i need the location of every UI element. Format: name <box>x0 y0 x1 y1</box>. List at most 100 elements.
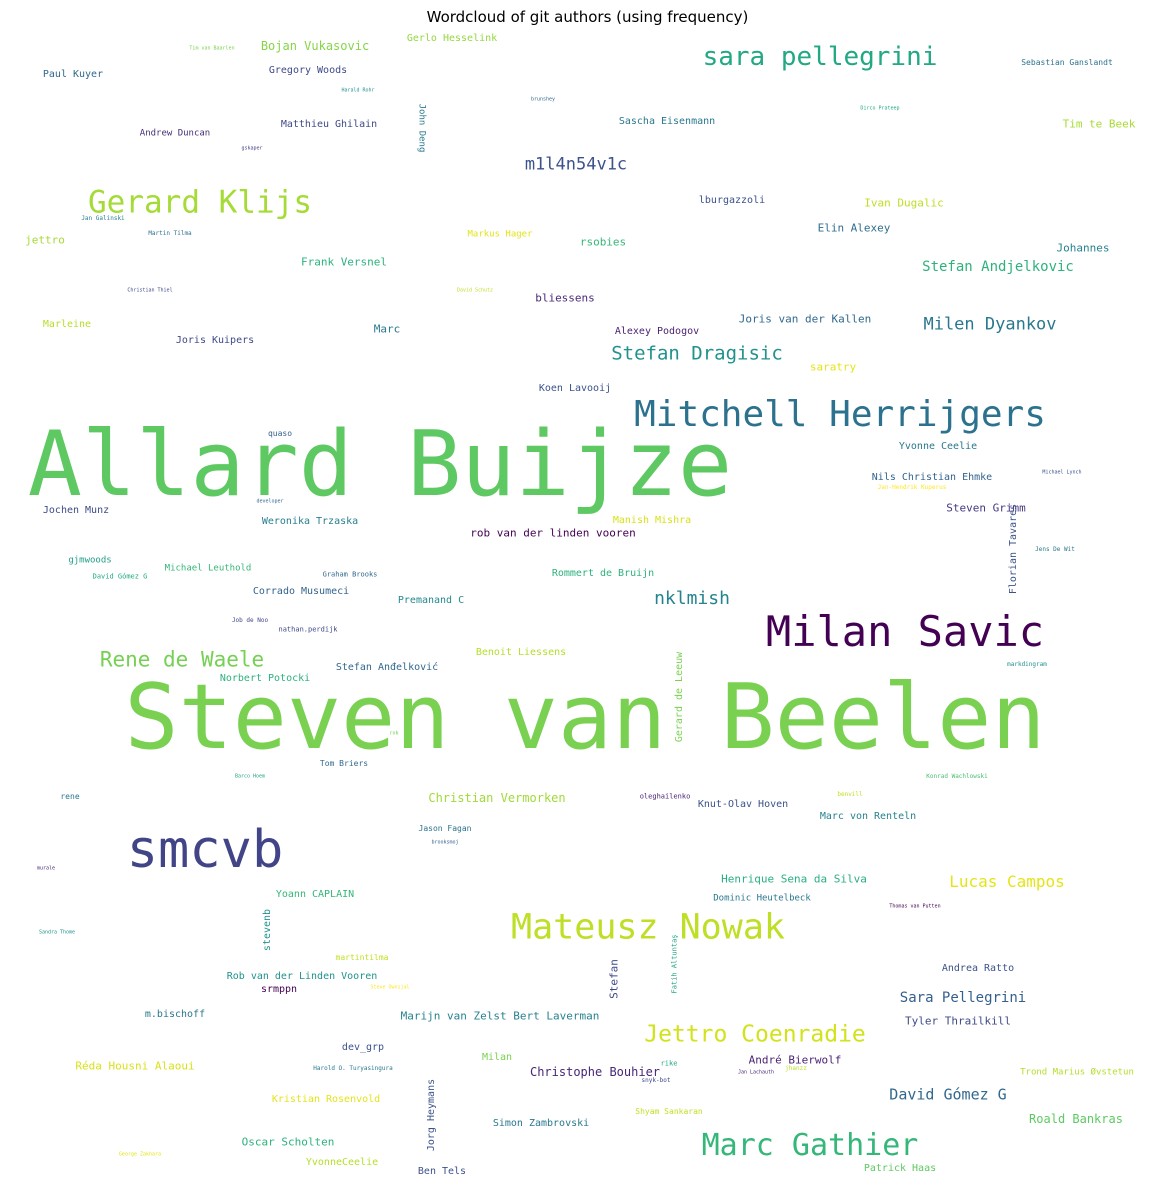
cloud-word: Rob van der Linden Vooren <box>226 971 378 982</box>
cloud-word: Gerard Klijs <box>88 184 312 221</box>
cloud-word: Jettro Coenradie <box>644 1021 866 1048</box>
cloud-word: Milen Dyankov <box>923 314 1057 335</box>
cloud-word: gjmwoods <box>68 555 112 566</box>
cloud-word: Martin Tilma <box>148 230 192 237</box>
cloud-word: YvonneCeelie <box>305 1157 379 1168</box>
cloud-word: Tyler Thrailkill <box>905 1014 1011 1028</box>
cloud-word: Ben Tels <box>417 1166 467 1177</box>
cloud-word: Simon Zambrovski <box>492 1118 590 1129</box>
cloud-word: Alexey Podogov <box>614 326 700 337</box>
cloud-word: Nils Christian Ehmke <box>871 472 993 483</box>
cloud-word: Joris Kuipers <box>175 335 255 346</box>
cloud-word: Sara Pellegrini <box>899 990 1027 1006</box>
cloud-word: Milan Savic <box>765 607 1045 656</box>
cloud-word: Tim te Beek <box>1062 117 1136 131</box>
cloud-word: David Schutz <box>456 287 494 294</box>
cloud-word: Mateusz Nowak <box>511 907 785 948</box>
cloud-word: Knut-Olav Hoven <box>697 799 789 810</box>
cloud-word: Matthieu Ghilain <box>280 119 378 130</box>
cloud-word: Sandra Thome <box>38 929 76 936</box>
cloud-word: m.bischoff <box>144 1009 206 1020</box>
cloud-word: saratry <box>809 360 857 374</box>
cloud-word: Koen Lavooij <box>538 383 612 394</box>
cloud-word: rob van der linden vooren <box>470 526 636 540</box>
cloud-word: Andrew Duncan <box>139 128 211 139</box>
cloud-word: Sascha Eisenmann <box>618 116 716 127</box>
cloud-word: Rommert de Bruijn <box>551 568 655 579</box>
cloud-word: Henrique Sena da Silva <box>721 872 867 886</box>
cloud-word: markdingram <box>1007 661 1047 668</box>
cloud-word: Steve Ownsjal <box>370 984 410 991</box>
cloud-word: Gerlo Hesselink <box>406 33 498 44</box>
cloud-word: Michael Lynch <box>1042 469 1082 476</box>
cloud-word: sara pellegrini <box>702 42 938 72</box>
cloud-word: smcvb <box>126 820 284 880</box>
cloud-word: benvill <box>837 791 863 798</box>
cloud-word: Joris van der Kallen <box>738 312 872 326</box>
cloud-word: murale <box>36 865 56 872</box>
cloud-word: Markus Hager <box>467 229 533 240</box>
cloud-word: Oscar Scholten <box>241 1135 335 1149</box>
cloud-word: Elin Alexey <box>817 221 891 235</box>
cloud-word: Benoit Liessens <box>475 647 567 658</box>
cloud-word: David Gómez G <box>889 1085 1007 1104</box>
cloud-word: Gerard de Leeuw <box>674 651 685 743</box>
cloud-word: Marleine <box>42 319 92 330</box>
cloud-word: developer <box>256 498 284 505</box>
cloud-word: martintilma <box>335 953 389 962</box>
cloud-word: Yoann CAPLAIN <box>275 889 355 900</box>
cloud-word: Thomas van Putten <box>889 903 941 910</box>
cloud-word: Michael Leuthold <box>164 563 252 574</box>
cloud-word: rsobies <box>579 235 627 249</box>
cloud-word: Dirco Prateep <box>860 105 900 112</box>
cloud-word: Tim van Baarlen <box>189 45 235 52</box>
cloud-word: Stefan <box>607 959 621 999</box>
cloud-word: Gregory Woods <box>268 65 348 76</box>
cloud-word: André Bierwolf <box>748 1053 842 1067</box>
cloud-word: Johannes <box>1056 241 1110 255</box>
cloud-word: Christophe Bouhier <box>529 1065 661 1079</box>
cloud-word: jhanzz <box>785 1065 807 1072</box>
cloud-word: Milan <box>481 1052 513 1063</box>
cloud-word: Marc von Renteln <box>819 811 917 822</box>
cloud-word: Jorg Heymans <box>426 1078 437 1152</box>
cloud-word: Job de Noo <box>231 617 269 624</box>
cloud-word: Steven van Beelen <box>124 665 1046 770</box>
cloud-word: Jan Lachauth <box>737 1069 775 1076</box>
cloud-word: Stefan Dragisic <box>611 342 783 365</box>
cloud-word: Bojan Vukasovic <box>260 39 370 53</box>
cloud-word: srmppn <box>260 984 298 995</box>
cloud-word: Florian Tavares <box>1008 503 1019 595</box>
cloud-word: Jochen Munz <box>42 505 110 516</box>
cloud-word: nklmish <box>654 588 730 609</box>
cloud-word: jettro <box>25 233 65 247</box>
cloud-word: Christian Vermorken <box>428 791 566 805</box>
cloud-word: Andrea Ratto <box>941 963 1015 974</box>
cloud-word: Harald Rohr <box>341 87 375 94</box>
cloud-word: dev_grp <box>341 1042 385 1053</box>
cloud-word: Marc <box>373 322 401 336</box>
cloud-word: bliessens <box>535 291 595 305</box>
cloud-word: quaso <box>267 429 293 438</box>
cloud-word: Manish Mishra <box>612 515 692 526</box>
cloud-word: Jens De Wit <box>1035 546 1075 553</box>
wordcloud: Allard Buijze Steven van Beelen Milan Savi… <box>20 32 1155 1187</box>
cloud-word: Roald Bankras <box>1029 1112 1123 1126</box>
cloud-word: snyk-bot <box>641 1077 671 1084</box>
cloud-word: Yvonne Ceelie <box>898 441 978 452</box>
cloud-word: Stefan Andjelkovic <box>922 259 1074 275</box>
cloud-word: David Gómez G <box>92 572 148 581</box>
cloud-word: rike <box>660 1059 678 1068</box>
cloud-word: Patrick Haas <box>863 1163 937 1174</box>
cloud-word: gskaper <box>241 145 263 152</box>
cloud-word: brunshey <box>530 96 556 103</box>
cloud-word: George Zakhara <box>118 1151 162 1158</box>
cloud-word: Barco Hoem <box>234 773 266 780</box>
cloud-word: Réda Housni Alaoui <box>75 1059 195 1073</box>
chart-title: Wordcloud of git authors (using frequenc… <box>426 8 749 26</box>
cloud-word: Lucas Campos <box>949 872 1065 891</box>
cloud-word: Marijn van Zelst Bert Laverman <box>400 1009 600 1023</box>
cloud-word: Allard Buijze <box>27 412 733 517</box>
cloud-word: brooksmoj <box>431 839 459 846</box>
cloud-word: Shyam Sankaran <box>635 1107 703 1116</box>
